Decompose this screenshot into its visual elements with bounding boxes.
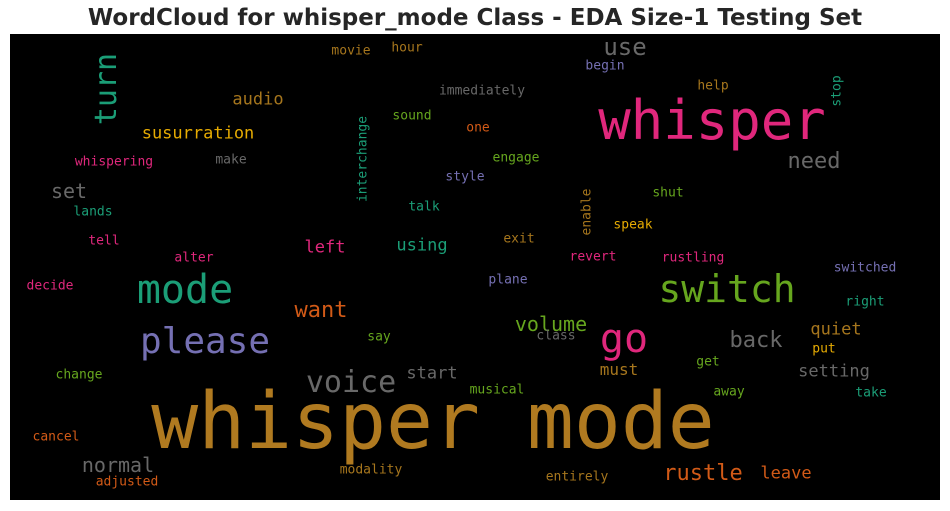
word-one: one — [466, 120, 490, 136]
word-lands: lands — [73, 204, 113, 220]
word-cancel: cancel — [32, 429, 80, 445]
word-using: using — [396, 235, 448, 256]
word-say: say — [367, 329, 391, 345]
word-right: right — [845, 294, 885, 310]
word-audio: audio — [232, 89, 284, 110]
word-help: help — [697, 78, 729, 94]
word-please: please — [139, 321, 271, 362]
word-want: want — [294, 298, 348, 323]
word-exit: exit — [503, 231, 535, 247]
word-shut: shut — [652, 185, 684, 201]
word-entirely: entirely — [545, 469, 609, 485]
word-leave: leave — [760, 463, 812, 484]
word-cloud: whisper mode whisper switch mode please go tur… — [10, 34, 940, 500]
word-normal: normal — [81, 453, 155, 477]
word-revert: revert — [569, 249, 617, 265]
word-away: away — [713, 384, 745, 400]
word-immediately: immediately — [438, 83, 526, 99]
word-tell: tell — [88, 233, 120, 249]
word-take: take — [855, 385, 887, 401]
word-volume: volume — [514, 312, 588, 336]
word-stop: stop — [829, 75, 845, 107]
word-quiet: quiet — [810, 319, 862, 340]
word-hour: hour — [391, 40, 423, 56]
word-whisper-mode: whisper mode — [151, 377, 715, 467]
word-enable: enable — [579, 188, 595, 236]
word-back: back — [729, 328, 783, 353]
word-rustling: rustling — [661, 250, 725, 266]
word-switched: switched — [833, 260, 897, 276]
word-voice: voice — [305, 365, 397, 400]
word-set: set — [50, 179, 88, 203]
word-interchange: interchange — [355, 115, 371, 203]
word-begin: begin — [585, 58, 625, 74]
word-sound: sound — [392, 108, 432, 124]
word-setting: setting — [798, 361, 870, 382]
word-alter: alter — [174, 250, 214, 266]
word-mode: mode — [136, 267, 234, 313]
chart-title: WordCloud for whisper_mode Class - EDA S… — [87, 5, 863, 31]
word-go: go — [599, 316, 649, 362]
word-switch: switch — [658, 267, 796, 311]
word-use: use — [603, 34, 647, 61]
word-speak: speak — [613, 217, 653, 233]
word-start: start — [406, 363, 458, 384]
word-modality: modality — [339, 462, 403, 478]
word-change: change — [55, 367, 103, 383]
word-class: class — [536, 328, 576, 344]
word-decide: decide — [26, 278, 74, 294]
word-adjusted: adjusted — [95, 474, 159, 490]
word-put: put — [812, 341, 836, 357]
word-style: style — [445, 169, 485, 185]
word-must: must — [599, 360, 639, 379]
word-get: get — [696, 354, 720, 370]
word-talk: talk — [408, 199, 440, 215]
word-need: need — [787, 149, 841, 174]
word-turn: turn — [89, 52, 124, 126]
word-susurration: susurration — [141, 123, 255, 144]
word-whisper: whisper — [598, 89, 826, 152]
word-whispering: whispering — [74, 154, 154, 170]
word-make: make — [215, 152, 247, 168]
word-engage: engage — [492, 150, 540, 166]
word-left: left — [304, 237, 346, 258]
word-musical: musical — [469, 382, 525, 398]
word-movie: movie — [331, 43, 371, 59]
word-plane: plane — [488, 272, 528, 288]
word-rustle: rustle — [663, 461, 743, 486]
